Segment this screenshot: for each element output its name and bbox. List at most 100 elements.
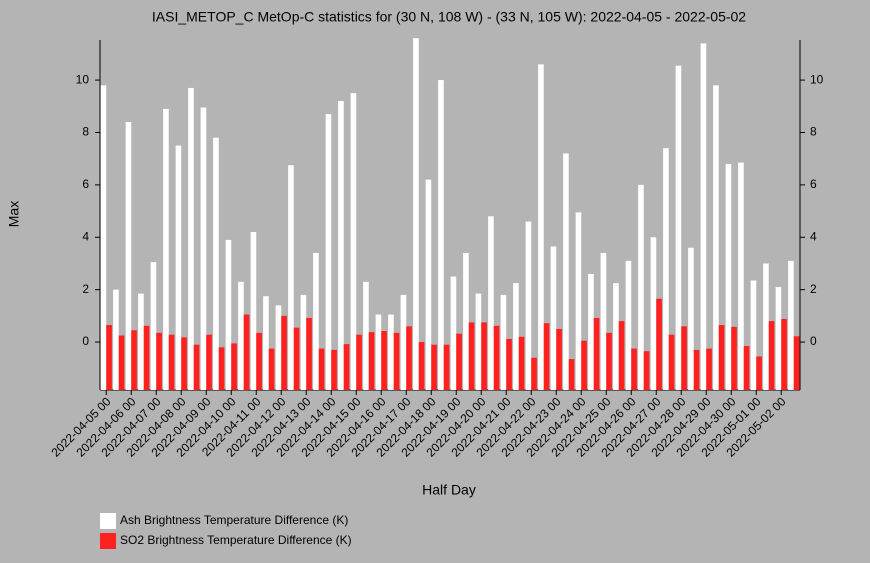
bar — [143, 325, 150, 390]
bar — [331, 349, 337, 390]
bar — [638, 184, 644, 390]
bar — [775, 287, 782, 390]
bar — [268, 348, 275, 390]
bar — [563, 153, 569, 390]
bar — [218, 347, 225, 390]
bar — [618, 321, 625, 390]
bar — [456, 333, 462, 390]
bar — [306, 317, 312, 390]
bar — [688, 247, 694, 390]
bar — [193, 344, 200, 390]
bar — [756, 356, 762, 390]
y-tick-label: 0 — [82, 334, 89, 348]
bar — [681, 326, 687, 390]
y-tick-label: 10 — [76, 72, 90, 86]
y-tick-label: 4 — [82, 229, 89, 243]
bar — [588, 273, 594, 390]
bar — [500, 294, 507, 390]
bar — [138, 293, 144, 390]
y2-tick-label: 0 — [810, 334, 817, 348]
bar — [768, 321, 775, 390]
bar — [425, 179, 432, 390]
bar — [725, 163, 732, 390]
bar — [600, 252, 607, 390]
chart-title: IASI_METOP_C MetOp-C statistics for (30 … — [152, 9, 746, 25]
bar — [338, 101, 344, 391]
bar — [318, 348, 325, 390]
bar — [225, 239, 232, 390]
bar — [575, 212, 582, 390]
bar — [313, 252, 319, 390]
bar — [668, 334, 675, 390]
bar — [350, 93, 357, 390]
bar — [518, 336, 525, 390]
bar — [513, 283, 519, 390]
bar — [381, 331, 387, 390]
bar — [793, 336, 800, 390]
bar — [700, 43, 707, 390]
bar — [550, 246, 557, 390]
bar — [475, 293, 482, 390]
bar — [275, 305, 282, 390]
bar — [481, 322, 487, 390]
bar — [593, 317, 600, 390]
bar — [675, 65, 682, 391]
bar — [288, 165, 294, 390]
bar — [613, 283, 619, 390]
bar — [150, 262, 157, 390]
x-axis-label: Half Day — [422, 482, 476, 498]
bar — [706, 348, 712, 390]
bar — [406, 326, 412, 390]
legend-swatch — [100, 513, 116, 529]
bar — [106, 325, 112, 390]
bar — [175, 145, 182, 390]
bar — [463, 252, 469, 390]
bar — [693, 349, 700, 390]
bar — [263, 296, 269, 390]
bar — [631, 348, 637, 390]
bar — [325, 114, 332, 390]
bar — [256, 332, 262, 390]
bar — [743, 345, 750, 390]
y2-tick-label: 4 — [810, 229, 817, 243]
bar — [281, 315, 287, 390]
bar — [206, 334, 212, 390]
bar — [125, 121, 132, 390]
bar — [231, 343, 237, 390]
bar — [438, 80, 444, 390]
bar — [713, 85, 719, 391]
bar — [400, 294, 407, 390]
bar — [450, 276, 457, 390]
bar — [581, 340, 587, 390]
bar — [488, 216, 494, 390]
bar — [213, 137, 219, 390]
bar — [188, 87, 194, 390]
bar — [606, 332, 612, 390]
bar — [100, 85, 107, 391]
bar — [293, 327, 300, 390]
bar — [113, 289, 119, 390]
bar — [163, 108, 169, 390]
bar — [750, 280, 757, 390]
y-tick-label: 6 — [82, 177, 89, 191]
bar — [525, 221, 532, 390]
bar — [368, 332, 375, 390]
bar — [625, 260, 632, 390]
bar — [238, 281, 244, 390]
bar — [718, 325, 725, 390]
bar — [413, 38, 419, 390]
bar — [343, 344, 350, 390]
bar — [493, 325, 500, 390]
bar — [250, 232, 257, 390]
bar — [763, 263, 769, 390]
bar — [363, 281, 369, 390]
bar — [568, 359, 575, 390]
bar — [393, 332, 400, 390]
bar — [556, 328, 562, 390]
y-tick-label: 2 — [82, 282, 89, 296]
bar — [431, 344, 437, 390]
bar — [538, 64, 544, 390]
y2-tick-label: 8 — [810, 125, 817, 139]
bar — [731, 326, 737, 390]
bar — [650, 237, 657, 390]
